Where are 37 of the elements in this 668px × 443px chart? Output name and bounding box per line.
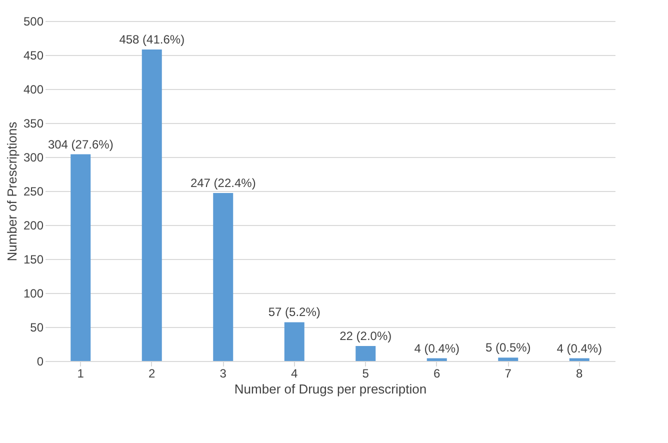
x-tick-label: 1	[77, 366, 84, 380]
x-tick-label: 8	[576, 366, 584, 380]
data-label: 4 (0.4%)	[414, 341, 460, 356]
bar	[569, 358, 590, 361]
data-label: 5 (0.5%)	[485, 340, 531, 355]
y-axis-title: Number of Prescriptions	[4, 121, 20, 262]
data-label: 22 (2.0%)	[340, 329, 392, 344]
bar	[356, 346, 376, 361]
bar	[284, 322, 304, 361]
x-tick-label: 3	[220, 366, 227, 380]
y-tick-label: 500	[23, 14, 44, 28]
x-axis-title: Number of Drugs per prescription	[234, 382, 427, 396]
y-tick-label: 250	[23, 184, 44, 198]
bar	[426, 358, 447, 361]
x-tick-label: 7	[504, 366, 512, 380]
x-tick-label: 5	[362, 366, 370, 380]
data-label: 247 (22.4%)	[190, 176, 256, 190]
x-tick-label: 4	[291, 366, 298, 380]
y-tick-label: 200	[23, 218, 44, 232]
data-label: 304 (27.6%)	[48, 137, 114, 152]
y-tick-label: 150	[23, 252, 44, 266]
bar	[142, 50, 162, 361]
y-tick-label: 350	[23, 116, 44, 130]
y-tick-label: 0	[36, 354, 44, 368]
bar	[70, 154, 91, 361]
y-tick-label: 400	[23, 82, 44, 96]
bar	[498, 358, 518, 361]
y-tick-label: 300	[23, 150, 44, 164]
x-tick-label: 2	[148, 366, 156, 380]
y-tick-label: 450	[23, 48, 44, 62]
y-tick-label: 50	[30, 320, 44, 334]
data-label: 57 (5.2%)	[268, 305, 320, 320]
x-tick-label: 6	[434, 366, 441, 380]
y-tick-label: 100	[23, 286, 44, 300]
bar	[213, 193, 234, 361]
data-label: 458 (41.6%)	[119, 32, 185, 47]
data-label: 4 (0.4%)	[556, 341, 602, 356]
